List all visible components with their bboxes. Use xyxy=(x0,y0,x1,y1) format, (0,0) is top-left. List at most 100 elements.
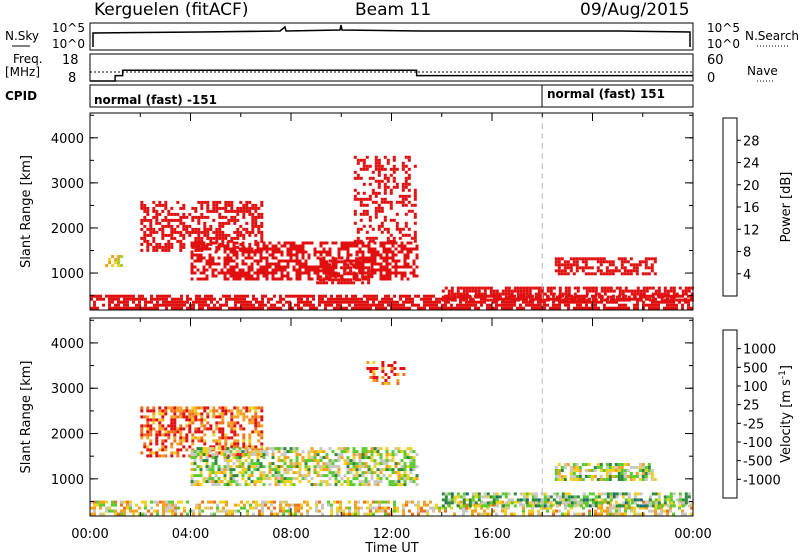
data-cell xyxy=(626,463,630,466)
data-cell xyxy=(474,509,477,513)
data-cell xyxy=(557,478,561,481)
data-cell xyxy=(567,289,571,293)
data-cell xyxy=(396,379,400,382)
data-cell xyxy=(218,415,222,419)
data-cell xyxy=(406,277,410,281)
data-cell xyxy=(209,445,213,449)
data-cell xyxy=(387,303,390,307)
data-cell xyxy=(231,509,234,513)
data-cell xyxy=(251,421,255,425)
data-cell xyxy=(224,200,228,204)
data-cell xyxy=(238,274,242,278)
data-cell xyxy=(468,298,472,302)
data-cell xyxy=(450,295,454,299)
data-cell xyxy=(378,503,381,507)
data-cell xyxy=(412,271,416,275)
data-cell xyxy=(179,415,183,419)
data-cell xyxy=(232,480,236,484)
data-cell xyxy=(483,300,486,304)
data-cell xyxy=(257,421,261,425)
data-cell xyxy=(149,218,153,222)
data-cell xyxy=(235,265,239,269)
data-cell xyxy=(666,495,670,499)
data-cell xyxy=(365,209,369,213)
data-cell xyxy=(246,300,249,304)
data-cell xyxy=(340,260,344,264)
data-cell xyxy=(304,250,308,254)
data-cell xyxy=(525,292,529,296)
data-cell xyxy=(260,230,264,234)
data-cell xyxy=(590,257,594,261)
data-cell xyxy=(120,300,123,304)
data-cell xyxy=(150,294,153,298)
data-cell xyxy=(171,500,174,504)
data-cell xyxy=(277,268,281,272)
data-cell xyxy=(573,495,577,499)
data-cell xyxy=(447,504,451,508)
data-cell xyxy=(370,247,374,251)
data-cell xyxy=(672,500,675,504)
data-cell xyxy=(349,266,353,270)
data-cell xyxy=(225,303,228,307)
data-cell xyxy=(528,298,532,302)
data-cell xyxy=(386,185,390,189)
data-cell xyxy=(549,306,552,310)
data-cell xyxy=(626,260,630,264)
data-cell xyxy=(238,471,242,475)
data-cell xyxy=(195,506,198,510)
data-cell xyxy=(208,253,212,257)
data-cell xyxy=(398,200,402,204)
data-cell xyxy=(144,503,147,507)
data-cell xyxy=(218,230,222,234)
data-cell xyxy=(377,173,381,177)
data-cell xyxy=(196,447,200,451)
data-cell xyxy=(409,477,413,481)
data-cell xyxy=(135,509,138,513)
data-cell xyxy=(274,271,278,275)
data-cell xyxy=(170,418,174,422)
data-cell xyxy=(214,250,218,254)
data-cell xyxy=(386,236,390,240)
data-cell xyxy=(245,230,249,234)
data-cell xyxy=(554,475,558,478)
data-cell xyxy=(462,506,465,510)
data-cell xyxy=(603,292,607,296)
data-cell xyxy=(196,450,200,454)
data-cell xyxy=(238,271,242,275)
data-cell xyxy=(456,501,460,505)
data-cell xyxy=(633,295,637,299)
data-cell xyxy=(621,295,625,299)
data-cell xyxy=(152,418,156,422)
data-cell xyxy=(373,262,377,266)
data-cell xyxy=(489,501,493,505)
data-cell xyxy=(435,300,438,304)
data-cell xyxy=(297,503,300,507)
data-cell xyxy=(412,259,416,263)
data-cell xyxy=(218,439,222,443)
nsky-panel xyxy=(89,22,694,51)
data-cell xyxy=(588,306,591,310)
data-cell xyxy=(279,294,282,298)
data-cell xyxy=(588,492,592,496)
data-cell xyxy=(141,512,144,516)
data-cell xyxy=(398,236,402,240)
data-cell xyxy=(339,506,342,510)
data-cell xyxy=(217,471,221,475)
data-cell xyxy=(316,281,320,285)
data-cell xyxy=(615,509,618,513)
data-cell xyxy=(385,268,389,272)
data-cell xyxy=(226,462,230,466)
data-cell xyxy=(614,466,618,469)
data-cell xyxy=(208,477,212,481)
data-cell xyxy=(140,427,144,431)
data-cell xyxy=(325,269,329,273)
data-cell xyxy=(459,303,462,307)
data-cell xyxy=(132,297,135,301)
data-cell xyxy=(220,271,224,275)
data-cell xyxy=(235,465,239,469)
data-cell xyxy=(336,303,339,307)
data-cell xyxy=(149,451,153,455)
data-cell xyxy=(376,453,380,457)
data-cell xyxy=(149,424,153,428)
